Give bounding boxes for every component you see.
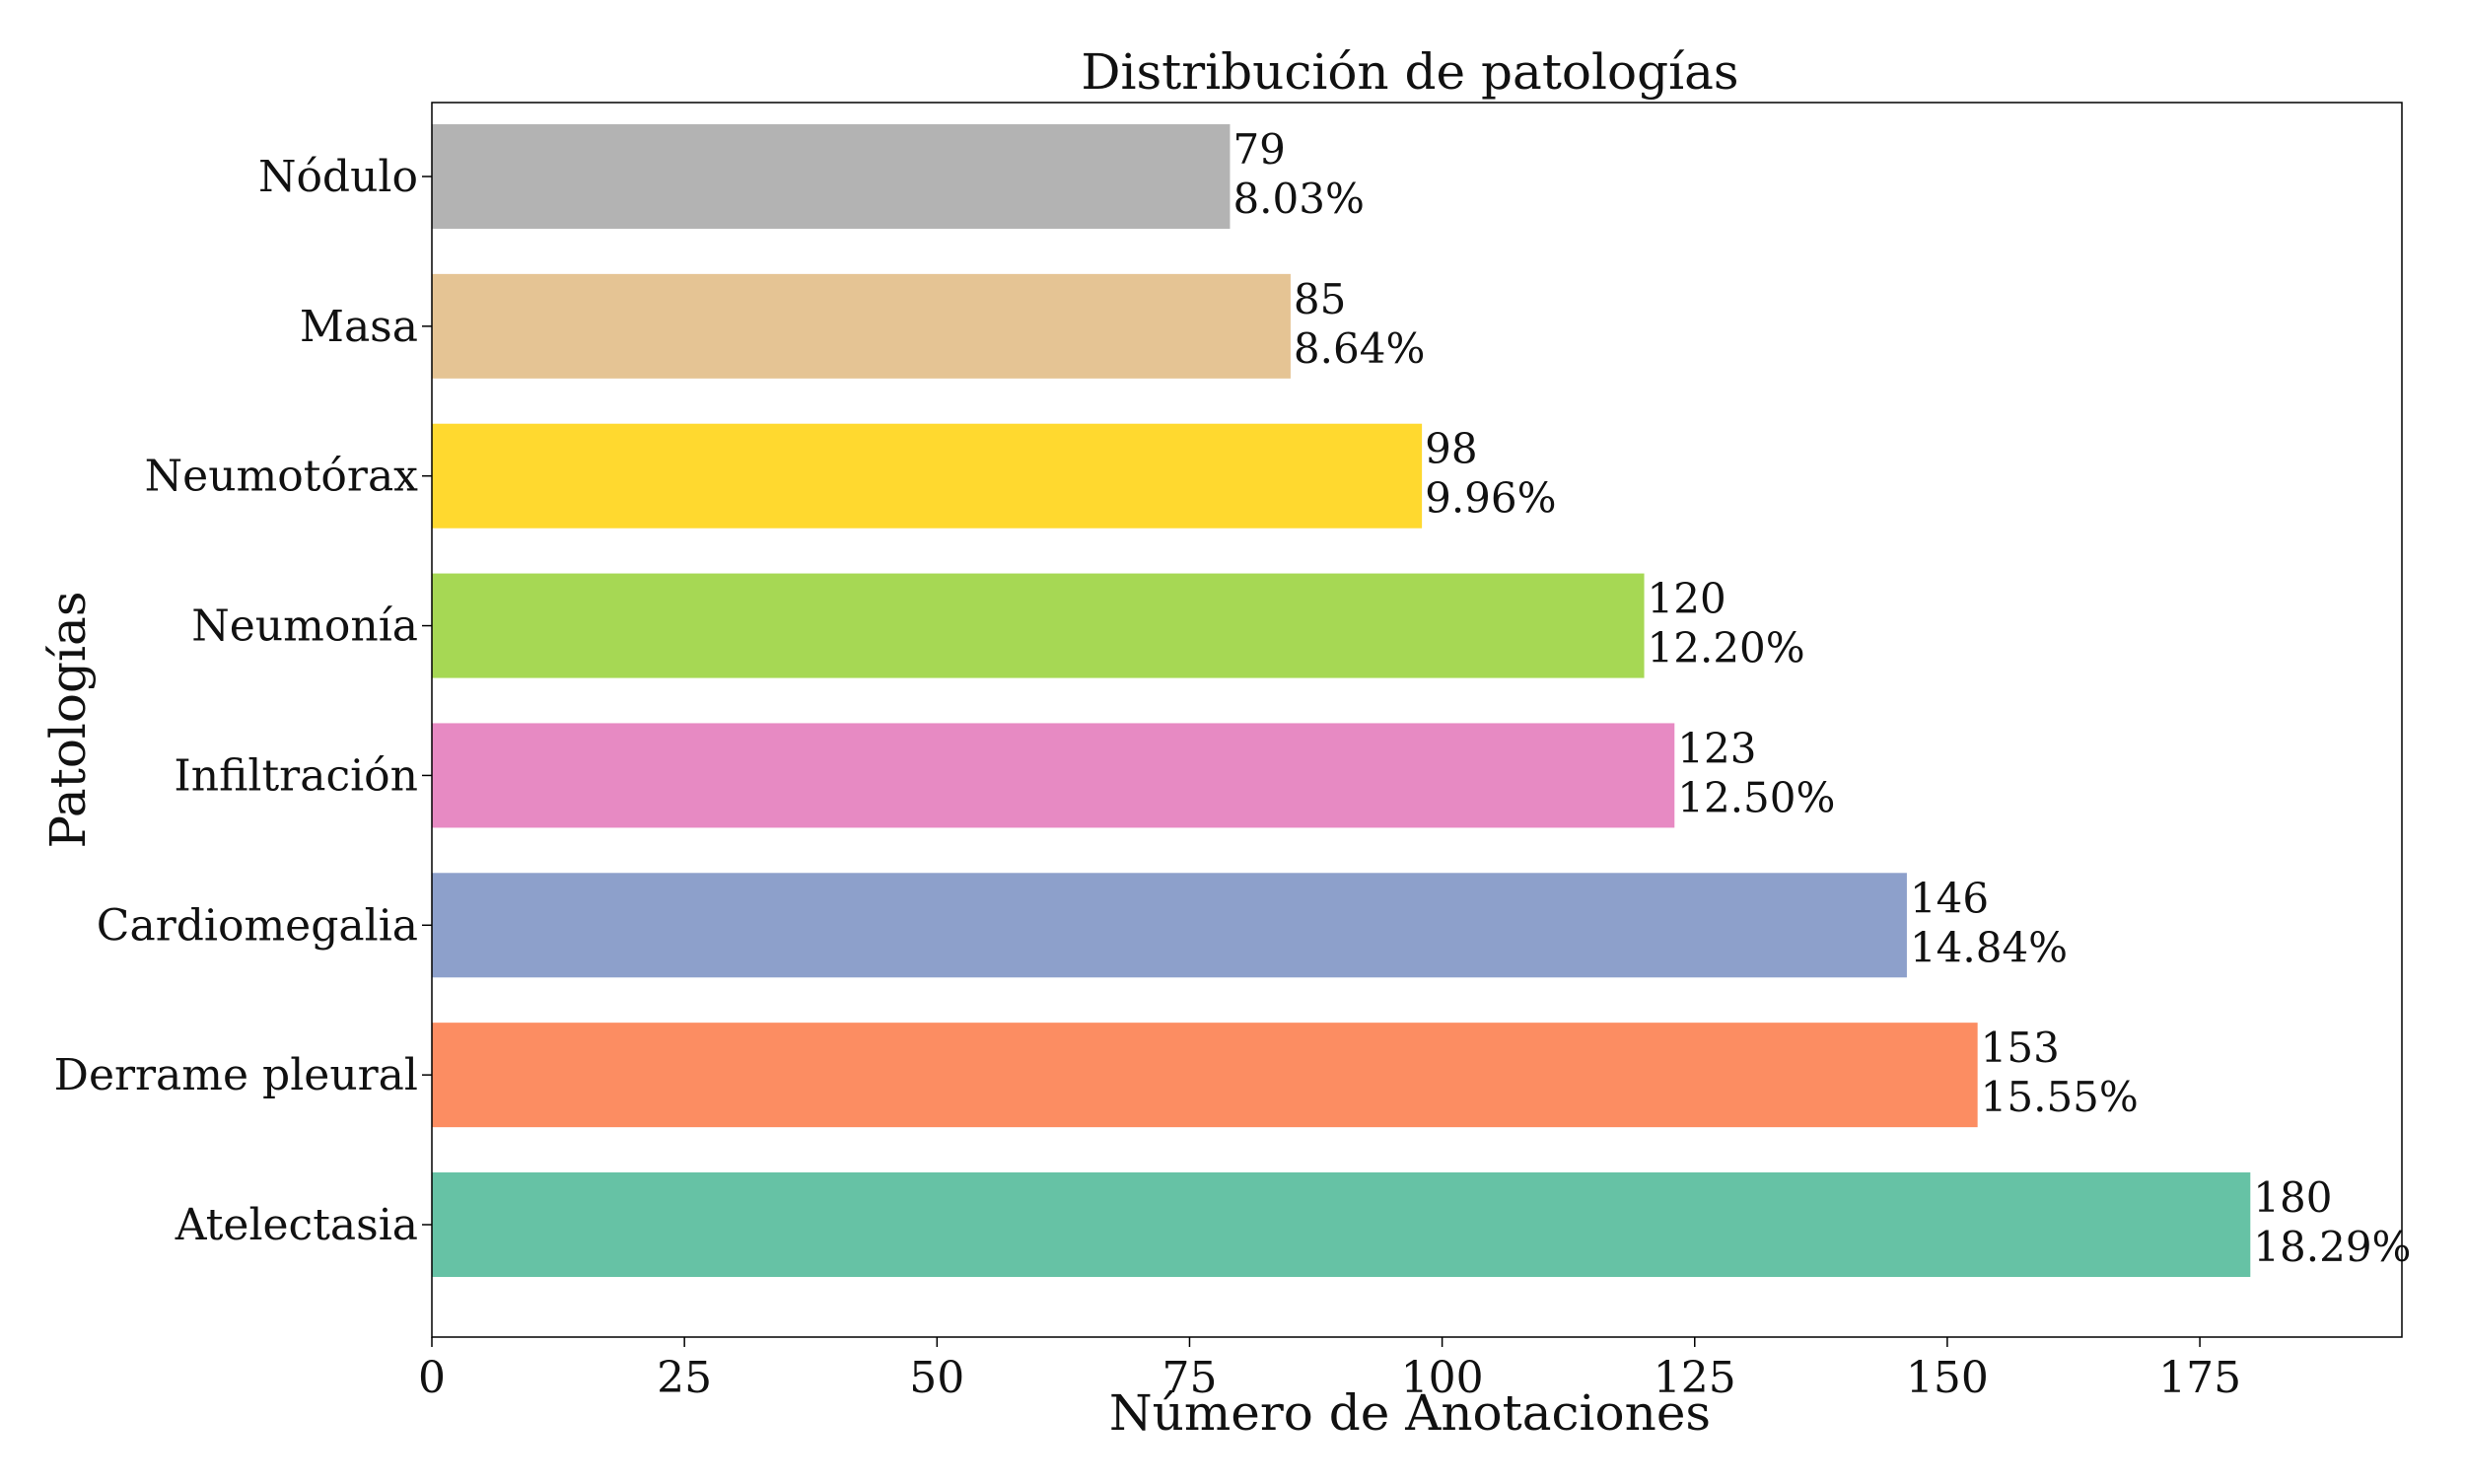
y-tick-label-atelectasia: Atelectasia (175, 1200, 418, 1250)
y-axis-ticks: Atelectasia Derrame pleural Cardiomegalia I… (54, 152, 432, 1250)
y-tick-label-derrame-pleural: Derrame pleural (54, 1050, 418, 1100)
y-tick-label-neumonia: Neumonía (191, 601, 418, 652)
x-axis-label: Número de Anotaciones (1109, 1384, 1711, 1442)
y-tick-label-masa: Masa (300, 302, 418, 352)
x-tick-label-150: 150 (1906, 1353, 1989, 1403)
bar-cardiomegalia (432, 873, 1907, 978)
x-tick-label-125: 125 (1654, 1353, 1736, 1403)
value-label-infiltracion: 123 (1677, 724, 1756, 772)
x-tick-label-100: 100 (1401, 1353, 1484, 1403)
y-axis-label: Patologías (39, 592, 97, 849)
x-tick-label-0: 0 (418, 1353, 446, 1403)
percent-label-nodulo: 8.03% (1232, 175, 1364, 223)
x-tick-label-25: 25 (657, 1353, 712, 1403)
bar-infiltracion (432, 723, 1675, 828)
bar-masa (432, 273, 1291, 379)
plot-frame (431, 102, 2403, 1338)
bar-atelectasia (432, 1172, 2251, 1277)
bar-derrame-pleural (432, 1023, 1978, 1128)
y-tick-label-cardiomegalia: Cardiomegalia (97, 900, 418, 951)
y-tick-label-neumotorax: Neumotórax (145, 452, 419, 502)
value-label-nodulo: 79 (1232, 125, 1285, 174)
bar-neumonia (432, 573, 1645, 678)
bar-neumotorax (432, 423, 1423, 529)
y-tick-label-nodulo: Nódulo (258, 152, 418, 202)
x-tick-label-50: 50 (909, 1353, 964, 1403)
x-tick-label-175: 175 (2158, 1353, 2241, 1403)
percent-label-masa: 8.64% (1294, 324, 1425, 373)
percent-label-derrame-pleural: 15.55% (1981, 1073, 2139, 1121)
value-label-derrame-pleural: 153 (1981, 1024, 2060, 1072)
value-label-atelectasia: 180 (2253, 1173, 2332, 1222)
bars-layer (432, 124, 2251, 1277)
percent-label-neumotorax: 9.96% (1425, 474, 1556, 523)
bar-nodulo (432, 124, 1231, 229)
value-label-neumotorax: 98 (1425, 425, 1477, 473)
value-label-neumonia: 120 (1648, 575, 1726, 623)
x-tick-label-75: 75 (1162, 1353, 1217, 1403)
percent-label-infiltracion: 12.50% (1677, 773, 1835, 821)
percent-label-cardiomegalia: 14.84% (1910, 923, 2068, 971)
y-tick-label-infiltracion: Infiltración (174, 750, 418, 801)
x-axis-ticks: 0 25 50 75 100 125 150 175 (418, 1337, 2241, 1403)
chart-title: Distribución de patologías (1081, 43, 1738, 101)
value-label-cardiomegalia: 146 (1910, 874, 1989, 922)
percent-label-atelectasia: 18.29% (2253, 1223, 2411, 1271)
value-label-masa: 85 (1294, 275, 1346, 323)
percent-label-neumonia: 12.20% (1648, 624, 1805, 672)
